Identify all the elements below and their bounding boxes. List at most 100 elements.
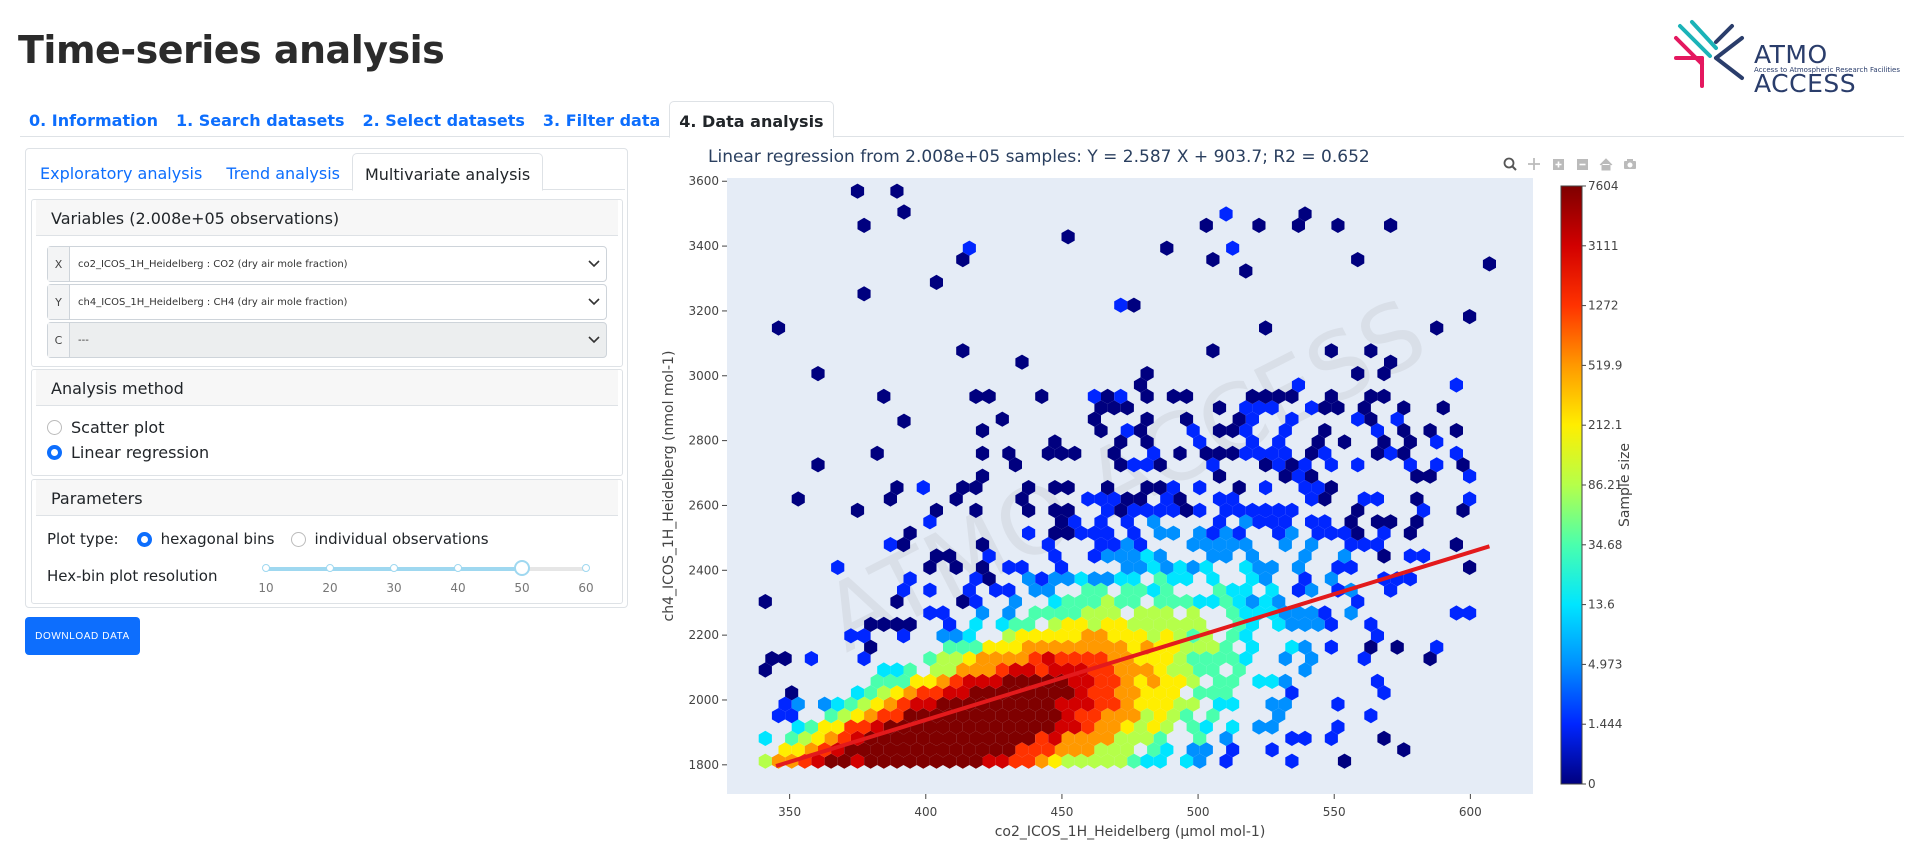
hexbin-cell bbox=[1298, 480, 1312, 496]
hexbin-cell bbox=[1298, 457, 1312, 473]
hexbin-cell bbox=[1305, 491, 1319, 507]
camera-icon[interactable] bbox=[1618, 155, 1642, 173]
pan-icon[interactable] bbox=[1522, 155, 1546, 173]
hexbin-cell bbox=[1054, 719, 1069, 735]
hexbin-cell bbox=[995, 639, 1009, 655]
hexbin-cell bbox=[1048, 480, 1062, 496]
hexbin-cell bbox=[1324, 343, 1338, 359]
resolution-slider[interactable] bbox=[262, 560, 590, 576]
hexbin-cell bbox=[1133, 696, 1148, 712]
hexbin-cell bbox=[1397, 423, 1411, 439]
logo-tagline: Access to Atmospheric Research Facilitie… bbox=[1754, 66, 1901, 74]
download-data-button[interactable]: DOWNLOAD DATA bbox=[25, 617, 140, 655]
tab-filter-data[interactable]: 3. Filter data bbox=[542, 111, 661, 130]
hexbin-cell bbox=[1074, 685, 1088, 701]
tab-search-datasets[interactable]: 1. Search datasets bbox=[175, 111, 345, 130]
y-variable-dropdown[interactable]: Y ch4_ICOS_1H_Heidelberg : CH4 (dry air … bbox=[47, 284, 607, 320]
hexbin-cell bbox=[1101, 571, 1115, 587]
hexbin-cell bbox=[1114, 594, 1128, 610]
tab-exploratory-analysis[interactable]: Exploratory analysis bbox=[40, 164, 203, 183]
variables-header: Variables (2.008e+05 observations) bbox=[36, 200, 618, 236]
hexbin-cell bbox=[975, 742, 990, 758]
hexbin-cell bbox=[1377, 388, 1391, 404]
hexbin-cell bbox=[857, 719, 871, 735]
hexbin-cell bbox=[1239, 445, 1253, 461]
hexbin-cell bbox=[1127, 297, 1141, 313]
hexbin-cell bbox=[1449, 445, 1463, 461]
hexbin-cell bbox=[1008, 753, 1022, 769]
hexbin-cell bbox=[1272, 594, 1286, 610]
hexbin-cell bbox=[857, 628, 871, 644]
hexbin-cell bbox=[1022, 525, 1036, 541]
radio-scatter-plot[interactable]: Scatter plot bbox=[47, 418, 164, 437]
hexbin-cell bbox=[1054, 514, 1069, 530]
hexbin-cell bbox=[1008, 457, 1022, 473]
plot-type-hexagonal[interactable]: hexagonal bins bbox=[160, 530, 275, 548]
slider-handle[interactable] bbox=[514, 560, 530, 576]
resolution-label: Hex-bin plot resolution bbox=[47, 567, 218, 585]
slider-tick: 40 bbox=[450, 581, 466, 595]
radio-linear-regression[interactable]: Linear regression bbox=[47, 443, 209, 462]
hexbin-cell bbox=[1193, 685, 1207, 701]
hexbin-cell bbox=[1028, 673, 1042, 689]
hexbin-cell bbox=[1160, 240, 1174, 256]
hexbin-cell bbox=[1068, 605, 1082, 621]
tab-multivariate-analysis[interactable]: Multivariate analysis bbox=[351, 153, 544, 191]
zoom-in-icon[interactable] bbox=[1546, 155, 1570, 173]
tab-trend-analysis[interactable]: Trend analysis bbox=[226, 164, 340, 183]
c-variable-dropdown[interactable]: C --- bbox=[47, 322, 607, 358]
hexbin-cell bbox=[804, 742, 818, 758]
hexbin-cell bbox=[1252, 559, 1266, 575]
hexbin-cell bbox=[857, 742, 871, 758]
hexbin-cell bbox=[1199, 719, 1213, 735]
hexbin-cell bbox=[982, 708, 996, 724]
hexbin-cell bbox=[1133, 377, 1148, 393]
tab-select-datasets[interactable]: 2. Select datasets bbox=[362, 111, 525, 130]
hexbin-cell bbox=[1166, 525, 1180, 541]
hexbin-cell bbox=[1094, 537, 1108, 553]
hexbin-cell bbox=[837, 730, 851, 746]
zoom-icon[interactable] bbox=[1498, 155, 1522, 173]
hexbin-cell bbox=[989, 673, 1003, 689]
hexbin-cell bbox=[1166, 480, 1180, 496]
hexbin-cell bbox=[877, 662, 891, 678]
hexbin-cell bbox=[1265, 673, 1279, 689]
hexbin-cell bbox=[1048, 708, 1062, 724]
radio-individual-observations-icon[interactable] bbox=[290, 531, 306, 547]
hexbin-cell bbox=[1028, 651, 1042, 667]
hexbin-cell bbox=[956, 730, 970, 746]
hexbin-cell bbox=[1041, 651, 1055, 667]
hexbin-cell bbox=[1061, 616, 1075, 632]
hexbin-cell bbox=[1160, 673, 1174, 689]
hexbin-cell bbox=[1212, 423, 1227, 439]
hexbin-cell bbox=[1160, 696, 1174, 712]
hexbin-cell bbox=[1298, 662, 1312, 678]
hexbin-cell bbox=[1008, 708, 1022, 724]
tab-data-analysis[interactable]: 4. Data analysis bbox=[669, 101, 834, 138]
plot-type-individual[interactable]: individual observations bbox=[314, 530, 489, 548]
home-icon[interactable] bbox=[1594, 155, 1618, 173]
radio-circle-icon[interactable] bbox=[47, 420, 62, 435]
hexbin-cell bbox=[1094, 582, 1108, 598]
radio-circle-icon[interactable] bbox=[47, 445, 62, 460]
hexbin-cell bbox=[1449, 423, 1463, 439]
radio-hexagonal-bins-icon[interactable] bbox=[136, 531, 152, 547]
hexbin-cell bbox=[1226, 582, 1240, 598]
hexbin-cell bbox=[949, 559, 963, 575]
hexbin-cell bbox=[1245, 571, 1259, 587]
tab-information[interactable]: 0. Information bbox=[29, 111, 158, 130]
hexbin-cell bbox=[1259, 502, 1273, 518]
x-variable-dropdown[interactable]: X co2_ICOS_1H_Heidelberg : CO2 (dry air … bbox=[47, 246, 607, 282]
hexbin-cell bbox=[831, 719, 845, 735]
hexbin-cell bbox=[857, 286, 871, 302]
hexbin-cell bbox=[1101, 548, 1115, 564]
hexbin-cell bbox=[1226, 240, 1240, 256]
hexbin-cell bbox=[1259, 388, 1273, 404]
hexbin-cell bbox=[943, 616, 957, 632]
hexbin-cell bbox=[1351, 252, 1365, 268]
zoom-out-icon[interactable] bbox=[1570, 155, 1594, 173]
hexbin-cell bbox=[1094, 651, 1108, 667]
hexbin-cell bbox=[1153, 639, 1167, 655]
hexbin-cell bbox=[1278, 423, 1292, 439]
y-tick-label: 2200 bbox=[688, 628, 719, 642]
